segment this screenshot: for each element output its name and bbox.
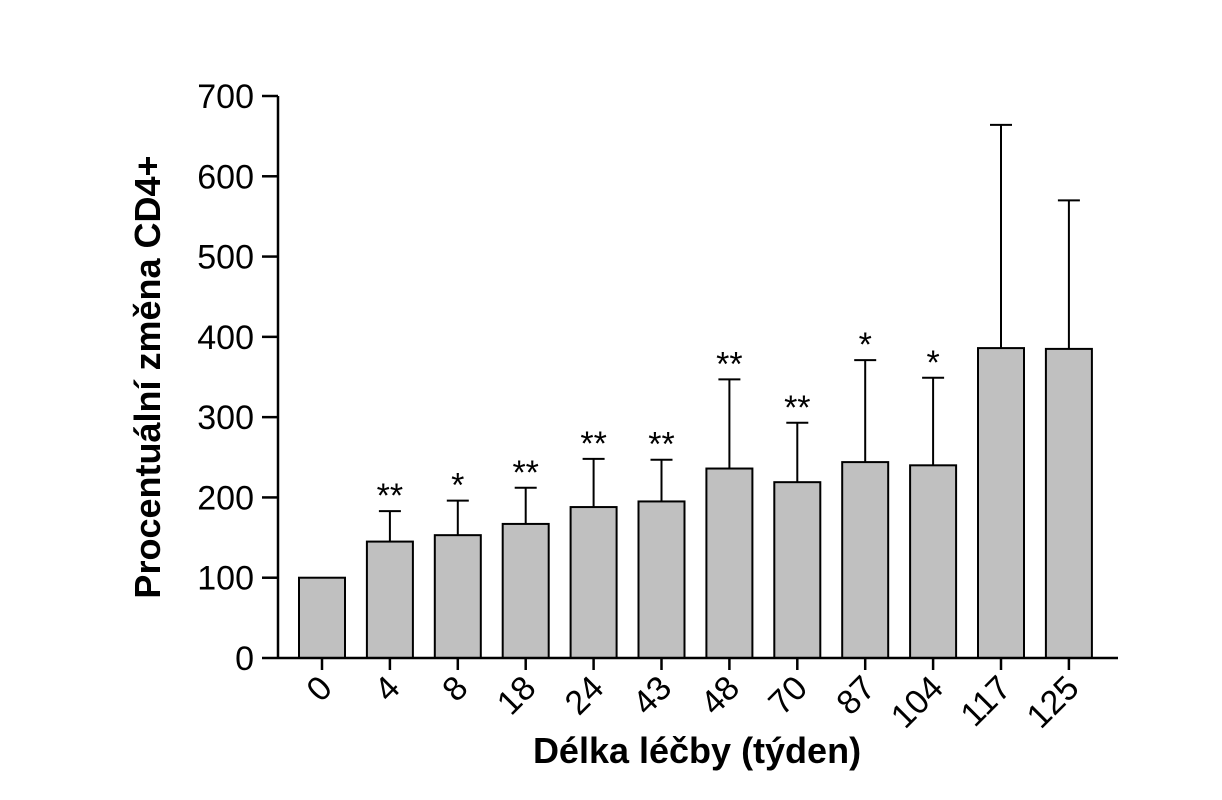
- x-tick-label: 125: [1020, 669, 1087, 736]
- bar-week-48: [705, 467, 754, 660]
- bar-week-104: [909, 464, 958, 660]
- x-tick-label: 24: [558, 669, 612, 723]
- y-tick-label: 0: [235, 640, 254, 678]
- bars: ** * **** ******* *: [298, 123, 1093, 660]
- x-tick-label: 87: [829, 669, 883, 723]
- y-tick-label: 400: [197, 319, 254, 357]
- x-tick-label: 4: [367, 669, 407, 709]
- significance-label: **: [580, 425, 606, 463]
- y-tick-label: 600: [197, 158, 254, 196]
- bar-week-125: [1044, 347, 1093, 659]
- y-tick-label: 100: [197, 560, 254, 598]
- x-tick-label: 70: [761, 669, 815, 723]
- x-tick-label: 18: [490, 669, 544, 723]
- significance-label: *: [926, 344, 939, 382]
- significance-label: **: [784, 389, 810, 427]
- significance-label: **: [716, 345, 742, 383]
- y-axis-ticks: 0 100 200 300 400 500 600 700: [197, 78, 278, 678]
- bar-week-43: [637, 500, 686, 660]
- bar-week-8: [433, 534, 482, 659]
- x-axis-title: Délka léčby (týden): [533, 730, 861, 771]
- x-tick-label: 43: [626, 669, 680, 723]
- y-axis-title: Procentuální změna CD4+: [127, 155, 168, 598]
- significance-label: **: [648, 426, 674, 464]
- x-tick-label: 48: [693, 669, 747, 723]
- y-tick-label: 500: [197, 239, 254, 277]
- y-tick-label: 300: [197, 399, 254, 437]
- x-tick-label: 104: [884, 669, 951, 736]
- y-tick-label: 200: [197, 479, 254, 517]
- bar-week-0: [298, 576, 346, 660]
- significance-label: *: [451, 467, 464, 505]
- bar-week-87: [841, 461, 890, 659]
- x-axis-ticks: 0 4 8 18 24 43 48 70 87 104 117 125: [299, 658, 1087, 736]
- x-tick-label: 8: [435, 669, 475, 709]
- bar-week-70: [773, 481, 822, 659]
- significance-label: *: [859, 326, 872, 364]
- significance-label: **: [512, 454, 538, 492]
- significance-label: **: [377, 477, 403, 515]
- bar-week-24: [569, 506, 618, 660]
- y-tick-label: 700: [197, 78, 254, 116]
- bar-week-117: [977, 347, 1025, 659]
- bar-week-18: [501, 522, 550, 659]
- bar-week-4: [365, 540, 414, 659]
- x-tick-label: 117: [953, 669, 1018, 734]
- x-tick-label: 0: [299, 669, 339, 709]
